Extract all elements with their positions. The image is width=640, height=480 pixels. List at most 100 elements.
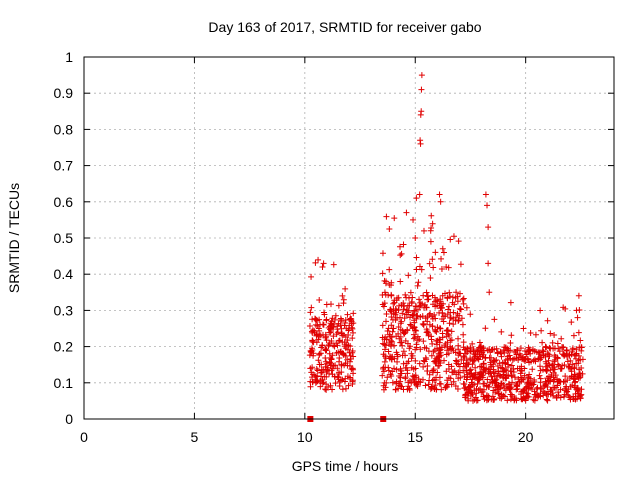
data-point — [544, 317, 551, 324]
data-point — [551, 331, 558, 338]
data-point — [425, 296, 432, 303]
data-point — [544, 367, 551, 374]
data-point — [413, 327, 420, 334]
data-point — [433, 374, 440, 381]
data-point — [427, 310, 434, 317]
data-point — [450, 233, 457, 240]
data-point — [436, 362, 443, 369]
data-point — [564, 358, 571, 365]
data-point — [528, 358, 535, 365]
data-point — [384, 328, 391, 335]
data-point — [507, 368, 514, 375]
data-point — [532, 331, 539, 338]
data-point — [513, 355, 520, 362]
data-point — [555, 392, 562, 399]
data-point — [412, 372, 419, 379]
data-point — [321, 311, 328, 318]
data-point — [519, 396, 526, 403]
data-point — [307, 383, 314, 390]
data-point — [470, 346, 477, 353]
data-point — [550, 392, 557, 399]
data-point — [331, 343, 338, 350]
data-point — [445, 361, 452, 368]
data-point — [527, 375, 534, 382]
data-point — [563, 383, 570, 390]
data-point — [459, 296, 466, 303]
data-point — [390, 310, 397, 317]
data-point — [536, 372, 543, 379]
data-point — [550, 378, 557, 385]
data-point — [443, 382, 450, 389]
data-point — [429, 256, 436, 263]
data-point — [381, 277, 388, 284]
data-point — [439, 334, 446, 341]
data-point — [379, 270, 386, 277]
data-point — [491, 316, 498, 323]
data-point — [314, 367, 321, 374]
data-point — [490, 369, 497, 376]
data-point — [339, 332, 346, 339]
data-point — [323, 368, 330, 375]
data-point — [308, 374, 315, 381]
data-point — [493, 376, 500, 383]
y-tick-label: 0.5 — [54, 230, 74, 246]
data-point — [516, 379, 523, 386]
data-point — [458, 315, 465, 322]
data-point — [566, 364, 573, 371]
data-point — [334, 342, 341, 349]
data-point — [386, 266, 393, 273]
data-point — [323, 386, 330, 393]
data-point — [314, 322, 321, 329]
data-point — [434, 324, 441, 331]
data-point — [400, 300, 407, 307]
data-point — [349, 335, 356, 342]
data-point — [313, 365, 320, 372]
data-point — [412, 357, 419, 364]
data-point — [519, 376, 526, 383]
data-point — [349, 381, 356, 388]
data-point — [537, 375, 544, 382]
data-point — [545, 377, 552, 384]
data-point — [508, 373, 515, 380]
data-point — [334, 323, 341, 330]
data-point — [331, 316, 338, 323]
data-point — [416, 296, 423, 303]
data-point — [578, 386, 585, 393]
data-point — [412, 334, 419, 341]
data-point — [307, 365, 314, 372]
data-point — [440, 313, 447, 320]
data-point — [436, 344, 443, 351]
data-point — [524, 381, 531, 388]
data-point — [436, 336, 443, 343]
data-point — [485, 260, 492, 267]
data-point — [398, 250, 405, 257]
data-point — [569, 348, 576, 355]
x-tick-label: 10 — [297, 429, 313, 445]
data-point — [426, 321, 433, 328]
data-point — [392, 305, 399, 312]
data-point — [541, 383, 548, 390]
data-point — [572, 351, 579, 358]
data-point — [340, 300, 347, 307]
data-point — [425, 348, 432, 355]
x-tick-labels: 0 5 10 15 20 — [80, 429, 534, 445]
data-point — [436, 302, 443, 309]
data-point — [569, 345, 576, 352]
data-point — [380, 303, 387, 310]
data-point — [424, 362, 431, 369]
data-point — [467, 344, 474, 351]
data-point — [455, 238, 462, 245]
data-point — [328, 367, 335, 374]
data-point — [349, 325, 356, 332]
data-point — [571, 382, 578, 389]
data-point — [456, 369, 463, 376]
data-point — [485, 224, 492, 231]
data-point — [446, 289, 453, 296]
data-point — [323, 301, 330, 308]
data-point — [437, 325, 444, 332]
data-point — [338, 369, 345, 376]
data-point — [414, 383, 421, 390]
data-point — [328, 355, 335, 362]
data-point — [480, 393, 487, 400]
data-point — [338, 362, 345, 369]
